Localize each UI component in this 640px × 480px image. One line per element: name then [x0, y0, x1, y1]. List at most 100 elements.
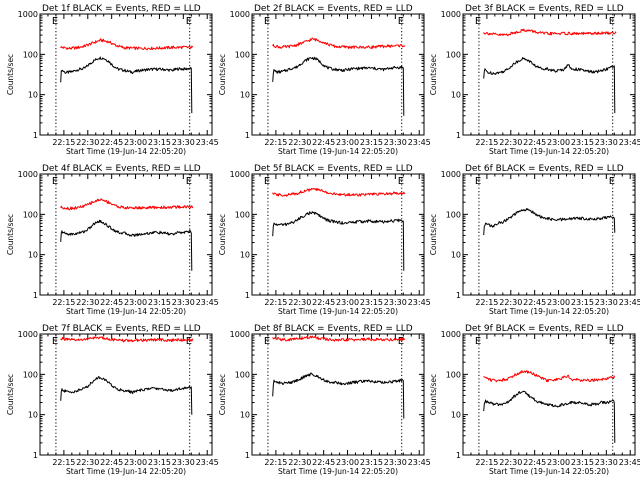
events-trace — [272, 372, 405, 419]
marker-label: E — [609, 16, 615, 27]
y-tick-label: 10 — [240, 251, 250, 260]
panel-title: Det 6f BLACK = Events, RED = LLD — [465, 164, 624, 174]
x-tick-label: 22:15 — [52, 138, 75, 147]
x-tick-label: 23:00 — [124, 458, 147, 467]
x-tick-label: 22:15 — [264, 138, 287, 147]
x-axis-title: Start Time (19-Jun-14 22:05:20) — [278, 147, 398, 156]
marker-label: E — [264, 176, 270, 187]
x-tick-label: 23:45 — [196, 458, 219, 467]
y-tick-label: 1000 — [18, 330, 38, 339]
x-tick-label: 23:45 — [408, 298, 431, 307]
marker-label: E — [52, 176, 58, 187]
x-tick-label: 23:30 — [595, 298, 618, 307]
x-tick-label: 22:45 — [523, 138, 546, 147]
plot-frame — [462, 333, 636, 456]
y-tick-label: 100 — [446, 210, 461, 219]
marker-label: E — [609, 176, 615, 187]
x-tick-label: 22:15 — [52, 458, 75, 467]
marker-label: E — [264, 336, 270, 347]
plot-frame — [251, 333, 425, 456]
x-tick-label: 23:45 — [196, 298, 219, 307]
x-tick-label: 23:00 — [547, 298, 570, 307]
x-tick-label: 23:15 — [360, 138, 383, 147]
y-tick-label: 1 — [456, 131, 461, 140]
y-tick-label: 1000 — [18, 170, 38, 179]
x-tick-label: 23:15 — [571, 138, 594, 147]
y-tick-label: 1 — [33, 291, 38, 300]
y-axis-label: Counts/sec — [6, 374, 15, 415]
y-tick-label: 1000 — [18, 10, 38, 19]
x-tick-label: 22:45 — [523, 458, 546, 467]
x-tick-label: 23:30 — [595, 458, 618, 467]
x-tick-label: 23:45 — [408, 138, 431, 147]
panel-title: Det 2f BLACK = Events, RED = LLD — [254, 4, 413, 14]
detector-panel: Det 8f BLACK = Events, RED = LLD Counts/s… — [218, 324, 431, 476]
x-tick-label: 22:30 — [76, 458, 99, 467]
y-tick-label: 1 — [33, 131, 38, 140]
x-axis-title: Start Time (19-Jun-14 22:05:20) — [278, 467, 398, 476]
events-trace — [483, 390, 616, 443]
y-tick-label: 100 — [23, 370, 38, 379]
plot-frame — [39, 173, 213, 296]
lld-trace — [60, 38, 194, 51]
panel-title: Det 4f BLACK = Events, RED = LLD — [42, 164, 201, 174]
events-trace — [272, 56, 405, 116]
detector-panel: Det 5f BLACK = Events, RED = LLD Counts/s… — [218, 164, 431, 316]
x-tick-label: 23:45 — [408, 458, 431, 467]
y-tick-label: 10 — [240, 411, 250, 420]
y-axis-label: Counts/sec — [6, 214, 15, 255]
marker-label: E — [264, 16, 270, 27]
x-tick-label: 22:15 — [475, 298, 498, 307]
x-axis-title: Start Time (19-Jun-14 22:05:20) — [66, 307, 186, 316]
y-tick-label: 1000 — [230, 170, 250, 179]
y-tick-label: 10 — [451, 251, 461, 260]
lld-trace — [60, 198, 194, 211]
x-tick-label: 23:30 — [384, 298, 407, 307]
x-tick-label: 23:45 — [619, 298, 640, 307]
x-tick-label: 22:30 — [76, 138, 99, 147]
x-tick-label: 22:15 — [52, 298, 75, 307]
y-axis-label: Counts/sec — [218, 214, 227, 255]
y-axis-label: Counts/sec — [218, 54, 227, 95]
x-tick-label: 22:30 — [288, 458, 311, 467]
x-tick-label: 22:45 — [100, 138, 123, 147]
lld-trace — [60, 336, 194, 343]
y-tick-label: 1 — [456, 451, 461, 460]
x-tick-label: 22:30 — [499, 138, 522, 147]
panel-title: Det 1f BLACK = Events, RED = LLD — [42, 4, 201, 14]
x-axis-title: Start Time (19-Jun-14 22:05:20) — [278, 307, 398, 316]
plot-frame — [251, 173, 425, 296]
y-tick-label: 1000 — [441, 10, 461, 19]
x-axis-title: Start Time (19-Jun-14 22:05:20) — [489, 307, 609, 316]
y-tick-label: 1 — [245, 451, 250, 460]
x-tick-label: 22:15 — [475, 458, 498, 467]
x-tick-label: 23:00 — [124, 298, 147, 307]
marker-label: E — [475, 16, 481, 27]
x-tick-label: 22:45 — [312, 138, 335, 147]
lld-trace — [272, 335, 406, 342]
x-tick-label: 23:00 — [336, 298, 359, 307]
y-tick-label: 100 — [235, 50, 250, 59]
marker-label: E — [186, 16, 192, 27]
y-axis-label: Counts/sec — [6, 54, 15, 95]
detector-panel: Det 2f BLACK = Events, RED = LLD Counts/s… — [218, 4, 431, 156]
events-trace — [483, 208, 616, 236]
y-tick-label: 100 — [235, 210, 250, 219]
detector-panel: Det 1f BLACK = Events, RED = LLD Counts/s… — [6, 4, 219, 156]
x-tick-label: 23:15 — [148, 458, 171, 467]
plot-frame — [462, 173, 636, 296]
marker-label: E — [398, 176, 404, 187]
detector-panel: Det 4f BLACK = Events, RED = LLD Counts/s… — [6, 164, 219, 316]
detector-panel: Det 9f BLACK = Events, RED = LLD Counts/s… — [429, 324, 640, 476]
detector-panel: Det 3f BLACK = Events, RED = LLD Counts/s… — [429, 4, 640, 156]
marker-label: E — [186, 176, 192, 187]
x-tick-label: 23:30 — [172, 138, 195, 147]
x-tick-label: 22:30 — [288, 138, 311, 147]
y-tick-label: 10 — [240, 91, 250, 100]
y-axis-label: Counts/sec — [429, 54, 438, 95]
x-axis-title: Start Time (19-Jun-14 22:05:20) — [66, 467, 186, 476]
panel-title: Det 8f BLACK = Events, RED = LLD — [254, 324, 413, 334]
marker-label: E — [52, 16, 58, 27]
y-tick-label: 100 — [446, 370, 461, 379]
x-tick-label: 23:30 — [172, 458, 195, 467]
